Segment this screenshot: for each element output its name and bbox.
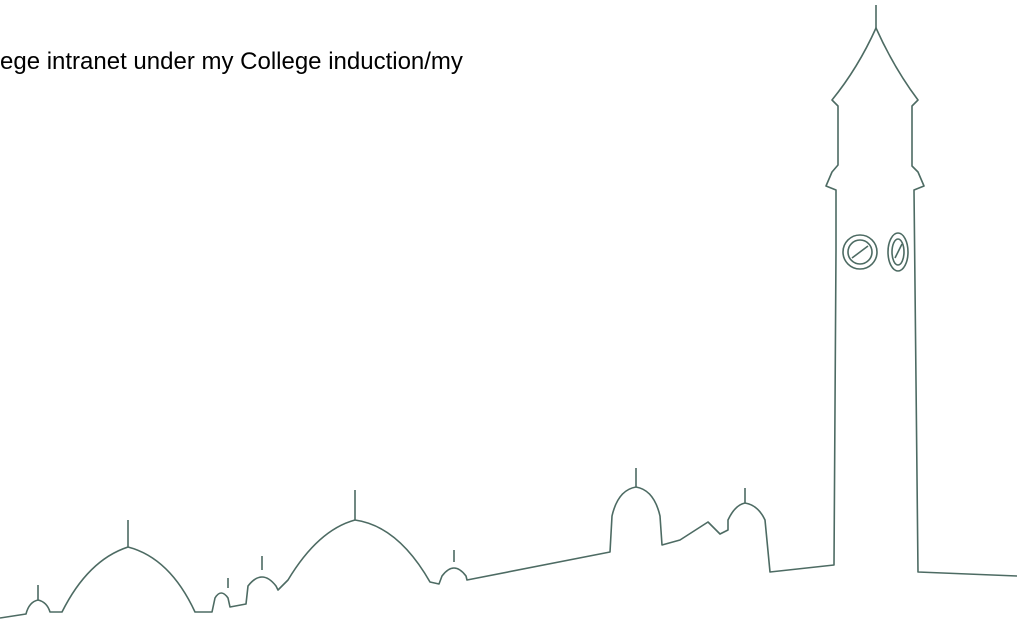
skyline-outline: [0, 28, 1017, 618]
slide: ege intranet under my College induction/…: [0, 0, 1017, 624]
skyline: [0, 0, 1017, 624]
slide-text: ege intranet under my College induction/…: [0, 48, 463, 76]
finials: [38, 5, 876, 600]
clock-right-hands: [895, 244, 902, 258]
clock-left-hands: [852, 246, 868, 258]
